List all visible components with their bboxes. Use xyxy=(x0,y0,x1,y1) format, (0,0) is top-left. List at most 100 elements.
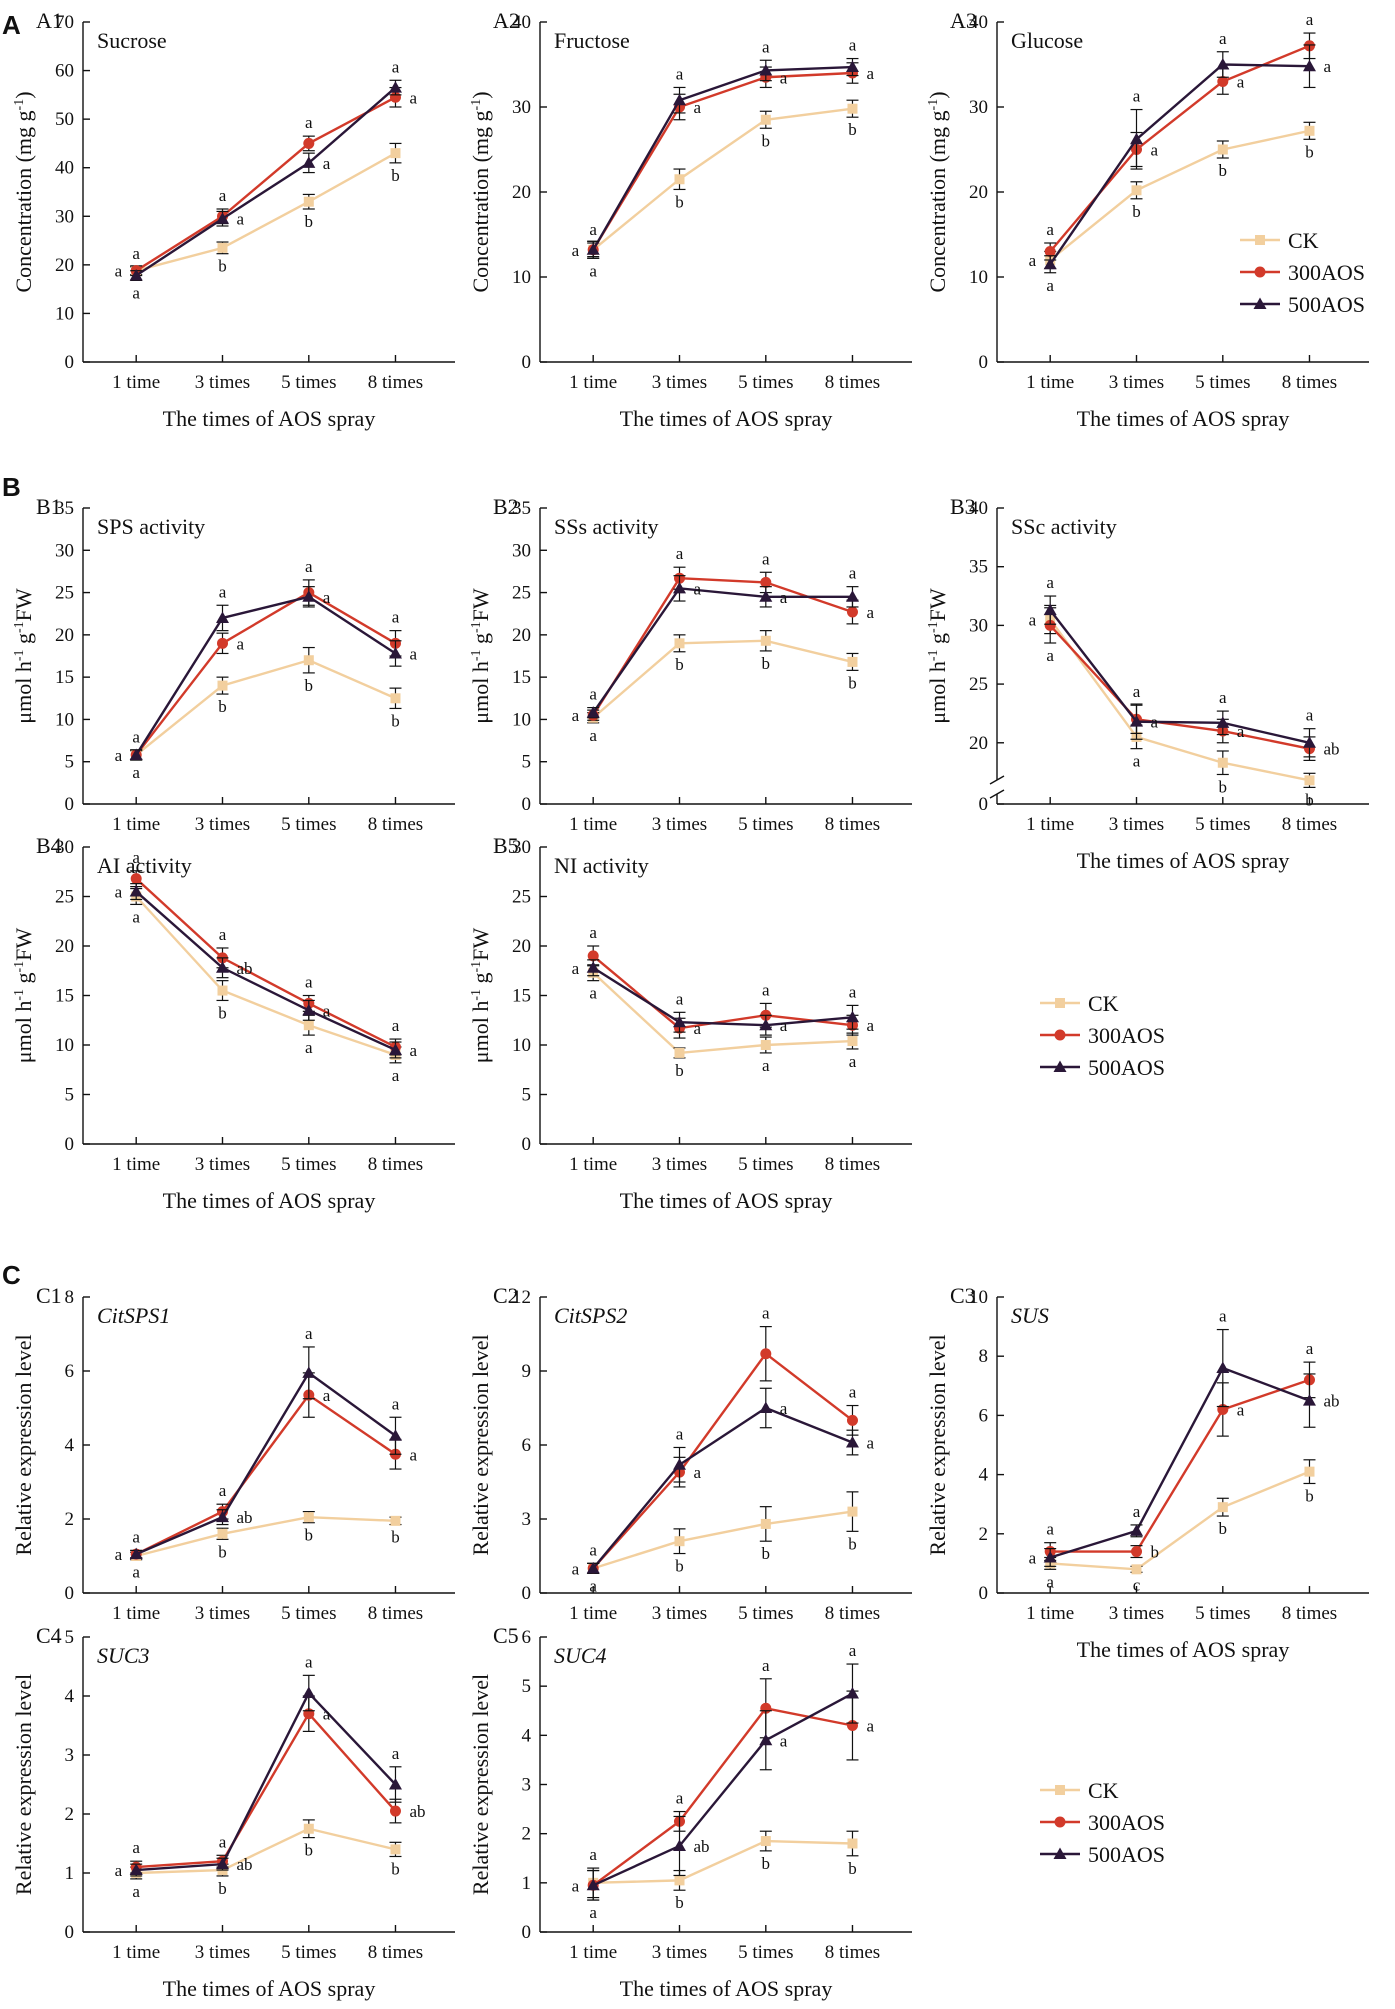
panel-label-c3: C3 xyxy=(950,1283,976,1308)
data-point xyxy=(845,60,859,73)
significance-letter: b xyxy=(1151,1543,1160,1562)
significance-letter: a xyxy=(1046,646,1054,665)
y-tick-label: 0 xyxy=(979,1583,989,1604)
significance-letter: a xyxy=(1133,87,1141,106)
data-point xyxy=(759,1018,773,1031)
y-tick-label: 3 xyxy=(522,1775,532,1796)
significance-letter: a xyxy=(589,220,597,239)
significance-letter: a xyxy=(305,973,313,992)
panel-label-c4: C4 xyxy=(36,1623,62,1648)
panel-label-a2: A2 xyxy=(493,8,520,33)
data-point xyxy=(302,1686,316,1699)
significance-letter: a xyxy=(409,1041,417,1060)
significance-letter: b xyxy=(1305,790,1314,809)
data-point xyxy=(216,1857,229,1870)
series-500aos xyxy=(1043,1328,1316,1567)
data-point xyxy=(760,635,771,646)
y-tick-label: 25 xyxy=(55,887,74,908)
significance-letter: a xyxy=(115,746,123,765)
data-point xyxy=(390,1844,401,1855)
significance-letter: a xyxy=(1237,73,1245,92)
y-tick-label: 35 xyxy=(969,557,988,578)
x-tick-label: 1 time xyxy=(112,1603,160,1624)
y-tick-label: 25 xyxy=(55,583,74,604)
significance-letter: b xyxy=(1132,202,1141,221)
significance-letter: a xyxy=(849,1383,857,1402)
significance-letter: a xyxy=(219,1832,227,1851)
series-ck xyxy=(587,964,859,1059)
series-ck xyxy=(1044,1459,1316,1575)
significance-letter: a xyxy=(1306,10,1314,29)
y-tick-label: 70 xyxy=(55,12,74,33)
significance-letter: a xyxy=(219,186,227,205)
y-tick-label: 20 xyxy=(55,255,74,276)
significance-letter: a xyxy=(132,848,140,867)
data-point xyxy=(1043,603,1057,616)
legend-marker xyxy=(1055,998,1065,1008)
series-line xyxy=(592,971,853,1055)
data-point xyxy=(846,1414,858,1426)
significance-letter: b xyxy=(848,1534,857,1553)
series-ck xyxy=(587,99,859,258)
significance-letter: a xyxy=(849,982,857,1001)
data-point xyxy=(390,1515,401,1526)
y-tick-label: 2 xyxy=(65,1509,75,1530)
series-line xyxy=(592,966,853,1027)
data-point xyxy=(1131,1546,1142,1558)
significance-letter: a xyxy=(589,923,597,942)
data-point xyxy=(303,1823,314,1834)
significance-letter: a xyxy=(323,1386,331,1405)
y-tick-label: 0 xyxy=(522,1134,532,1155)
data-point xyxy=(673,1839,686,1851)
significance-letter: ab xyxy=(237,1855,253,1874)
series-300aos xyxy=(130,1372,402,1560)
panel-b2: B2 0 5 10 15 20 25 30 35 1 time 3 times 5 times 8 ti… xyxy=(468,494,912,835)
x-tick-label: 3 times xyxy=(195,1154,250,1175)
data-point xyxy=(303,1020,314,1031)
significance-letter: a xyxy=(1237,1400,1245,1419)
legend-marker xyxy=(1053,1847,1067,1859)
chart-title: SUS xyxy=(1011,1303,1049,1328)
data-point xyxy=(1044,619,1056,631)
chart-title: SPS activity xyxy=(97,514,205,539)
significance-letter: a xyxy=(409,644,417,663)
data-point xyxy=(673,1015,686,1028)
significance-letter: a xyxy=(409,1445,417,1464)
significance-letter: b xyxy=(762,1544,771,1563)
significance-letter: a xyxy=(572,241,580,260)
y-tick-label: 5 xyxy=(65,1627,75,1648)
x-tick-label: 8 times xyxy=(825,814,880,835)
series-line xyxy=(1049,63,1310,265)
panel-b1: B1 0 5 10 15 20 25 30 35 1 time 3 times 5 times 8 ti… xyxy=(11,494,455,835)
axes-c5 xyxy=(539,1636,912,1933)
panel-label-c2: C2 xyxy=(493,1283,519,1308)
significance-letter: a xyxy=(589,1540,597,1559)
chart-title: CitSPS2 xyxy=(554,1303,627,1328)
data-point xyxy=(1217,757,1228,768)
significance-letter: a xyxy=(1029,251,1037,270)
y-axis-label: μmol h-1 g-1FW xyxy=(11,588,36,724)
x-axis-label: The times of AOS spray xyxy=(163,1976,376,2001)
data-point xyxy=(130,873,142,885)
y-tick-label: 1 xyxy=(522,1873,532,1894)
data-point xyxy=(1130,1524,1143,1536)
data-point xyxy=(1217,76,1229,87)
x-tick-label: 3 times xyxy=(195,1603,250,1624)
axis-break-mark xyxy=(989,775,1005,785)
panel-a2: A2 0 10 20 30 40 1 time 3 times 5 times 8 times Fr… xyxy=(468,8,912,431)
significance-letter: a xyxy=(866,1016,874,1035)
significance-letter: a xyxy=(780,1016,788,1035)
data-point xyxy=(216,611,229,623)
data-point xyxy=(388,81,402,93)
x-tick-label: 1 time xyxy=(112,372,160,393)
x-tick-label: 8 times xyxy=(368,1154,423,1175)
y-axis-label: Relative expression level xyxy=(468,1674,493,1895)
x-axis-label: The times of AOS spray xyxy=(1077,848,1290,873)
y-tick-label: 30 xyxy=(55,837,74,858)
significance-letter: a xyxy=(849,1641,857,1660)
x-tick-label: 1 time xyxy=(569,372,617,393)
significance-letter: b xyxy=(305,212,314,231)
data-point xyxy=(846,606,858,618)
